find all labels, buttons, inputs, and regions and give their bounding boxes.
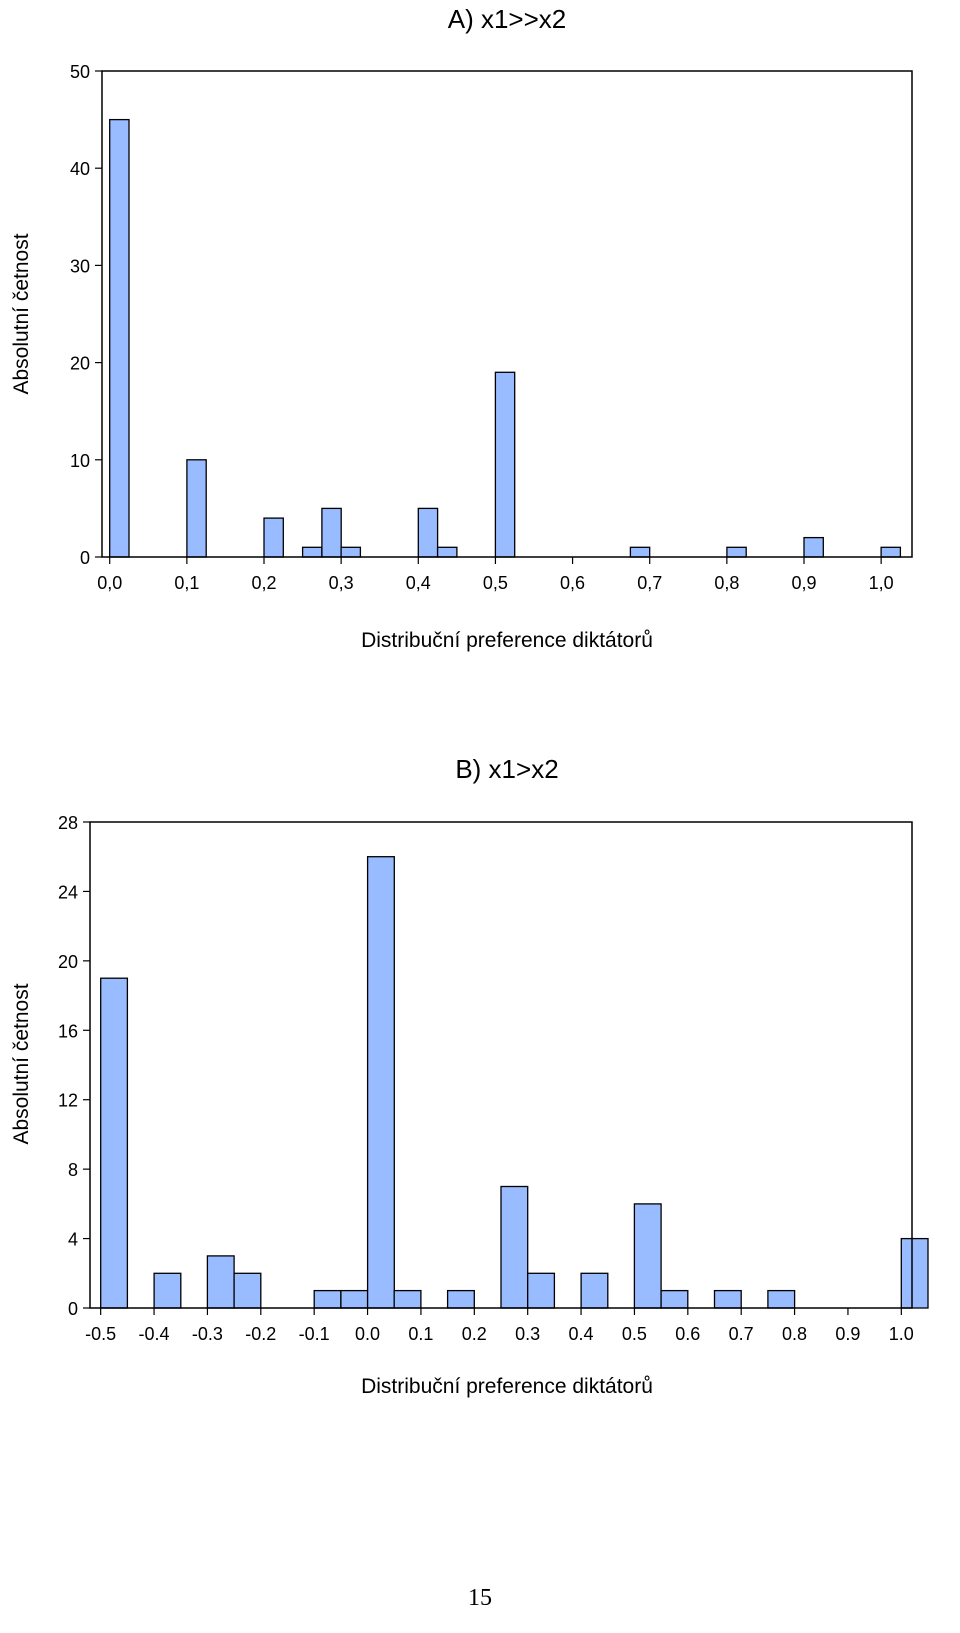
x-tick-label: 0,6: [560, 573, 585, 593]
histogram-bar: [417, 507, 439, 558]
plot-frame: [101, 70, 913, 558]
x-tick-label: 0.2: [462, 1324, 487, 1344]
x-tick-label: 0,2: [251, 573, 276, 593]
histogram-bar: [527, 1272, 556, 1309]
x-tick-label: 0.9: [835, 1324, 860, 1344]
x-tick-label: 0,3: [329, 573, 354, 593]
histogram-bar: [713, 1289, 742, 1309]
x-axis-label: Distribuční preference diktátorů: [361, 1375, 653, 1398]
y-axis-label: Absolutní četnost: [10, 983, 33, 1144]
histogram-bar: [803, 536, 824, 558]
histogram-bar: [629, 546, 651, 558]
histogram-bar: [263, 517, 284, 558]
chart-title: B) x1>x2: [455, 754, 558, 784]
histogram-bar: [633, 1203, 662, 1309]
x-tick-label: -0.3: [192, 1324, 223, 1344]
y-tick-label: 16: [58, 1021, 78, 1041]
histogram-bar: [233, 1272, 262, 1309]
y-tick-label: 4: [68, 1230, 78, 1250]
plot-frame: [89, 821, 913, 1309]
histogram-bar: [109, 118, 130, 558]
histogram-bar: [186, 459, 207, 558]
x-tick-label: -0.4: [139, 1324, 170, 1344]
chart-title: A) x1>>x2: [448, 4, 567, 34]
x-tick-label: 0.7: [729, 1324, 754, 1344]
y-tick-label: 28: [58, 813, 78, 833]
histogram-bar: [500, 1185, 529, 1309]
page-number: 15: [468, 1585, 492, 1611]
histogram-bar: [446, 1289, 475, 1309]
histogram-bar: [580, 1272, 609, 1309]
histogram-chart-b: B) x1>x2 Absolutní četnost Distribuční p…: [10, 754, 929, 1398]
x-tick-label: -0.2: [245, 1324, 276, 1344]
histogram-bar: [880, 546, 902, 558]
histogram-bar: [436, 546, 458, 558]
histogram-bar: [767, 1289, 796, 1309]
x-axis-label: Distribuční preference diktátorů: [361, 629, 653, 652]
x-tick-label: 0.1: [408, 1324, 433, 1344]
histogram-bar: [340, 546, 362, 558]
x-tick-label: 1,0: [869, 573, 894, 593]
x-tick-label: 0,0: [97, 573, 122, 593]
x-tick-label: 0.8: [782, 1324, 807, 1344]
histogram-bar: [313, 1289, 342, 1309]
x-tick-label: 0,4: [406, 573, 431, 593]
x-tick-label: 0,5: [483, 573, 508, 593]
histogram-bar: [494, 371, 516, 558]
y-tick-label: 20: [70, 354, 90, 374]
y-tick-label: 12: [58, 1091, 78, 1111]
x-tick-label: 0,7: [637, 573, 662, 593]
x-tick-label: -0.1: [299, 1324, 330, 1344]
y-tick-label: 10: [70, 451, 90, 471]
x-tick-label: 0.3: [515, 1324, 540, 1344]
x-tick-label: 0.6: [675, 1324, 700, 1344]
histogram-bar: [301, 546, 323, 558]
y-tick-label: 50: [70, 62, 90, 82]
x-tick-label: 0,9: [791, 573, 816, 593]
x-tick-label: 0.0: [355, 1324, 380, 1344]
x-tick-label: -0.5: [85, 1324, 116, 1344]
x-tick-label: 0.4: [569, 1324, 594, 1344]
y-tick-label: 8: [68, 1160, 78, 1180]
histogram-bar: [366, 856, 395, 1309]
x-tick-label: 1.0: [889, 1324, 914, 1344]
y-tick-label: 24: [58, 882, 78, 902]
histogram-bar: [660, 1289, 689, 1309]
histogram-bar: [100, 977, 129, 1309]
histogram-bar: [206, 1255, 235, 1309]
histogram-bar: [340, 1289, 369, 1309]
histogram-bar: [153, 1272, 182, 1309]
x-tick-label: 0,8: [714, 573, 739, 593]
histogram-bar: [900, 1237, 929, 1309]
histogram-bar: [393, 1289, 422, 1309]
y-tick-label: 0: [80, 548, 90, 568]
y-tick-label: 20: [58, 952, 78, 972]
x-tick-label: 0,1: [174, 573, 199, 593]
histogram-bar: [726, 546, 747, 558]
y-tick-label: 30: [70, 256, 90, 276]
x-tick-label: 0.5: [622, 1324, 647, 1344]
y-tick-label: 0: [68, 1299, 78, 1319]
histogram-chart-a: A) x1>>x2 Absolutní četnost Distribuční …: [10, 4, 913, 652]
histogram-bar: [321, 507, 342, 558]
y-tick-label: 40: [70, 159, 90, 179]
y-axis-label: Absolutní četnost: [10, 233, 33, 394]
